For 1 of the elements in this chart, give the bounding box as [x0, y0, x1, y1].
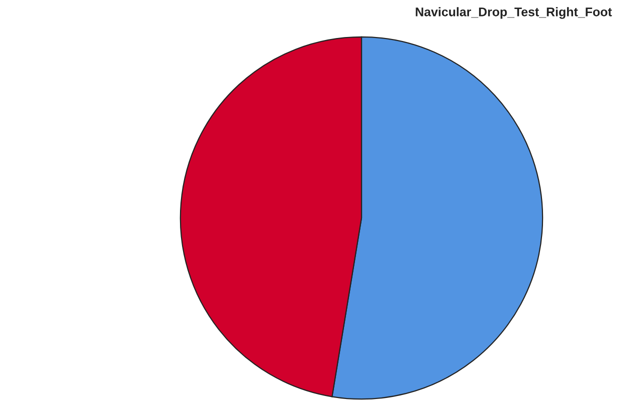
chart-title: Navicular_Drop_Test_Right_Foot — [416, 7, 612, 19]
